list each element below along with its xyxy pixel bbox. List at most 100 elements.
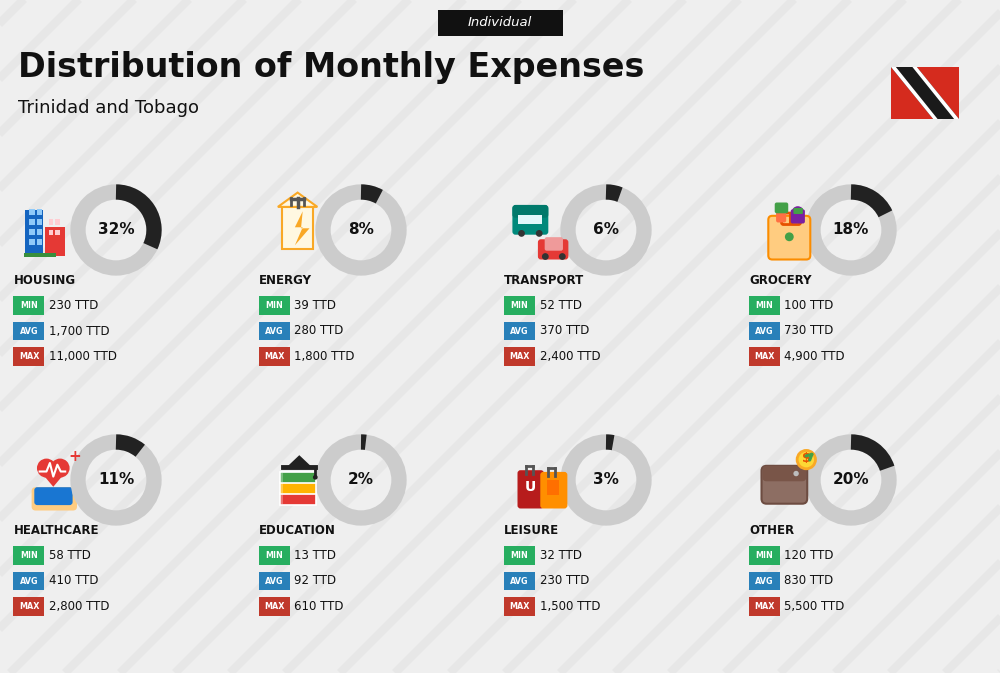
Text: 20%: 20% — [833, 472, 869, 487]
Text: 230 TTD: 230 TTD — [49, 299, 99, 312]
FancyBboxPatch shape — [280, 493, 316, 505]
Circle shape — [542, 253, 549, 260]
Text: U: U — [524, 481, 536, 495]
Text: MAX: MAX — [754, 352, 774, 361]
FancyBboxPatch shape — [768, 216, 810, 260]
Text: 39 TTD: 39 TTD — [294, 299, 336, 312]
Polygon shape — [891, 67, 938, 119]
FancyBboxPatch shape — [29, 239, 35, 245]
Text: 1,700 TTD: 1,700 TTD — [49, 324, 110, 337]
FancyBboxPatch shape — [24, 254, 56, 256]
FancyBboxPatch shape — [762, 466, 807, 503]
Text: LEISURE: LEISURE — [504, 524, 559, 536]
FancyBboxPatch shape — [13, 546, 44, 565]
FancyBboxPatch shape — [504, 546, 534, 565]
Text: 5,500 TTD: 5,500 TTD — [784, 600, 845, 613]
Text: MAX: MAX — [19, 602, 39, 611]
Polygon shape — [287, 455, 312, 467]
Text: MAX: MAX — [264, 352, 284, 361]
Text: 13 TTD: 13 TTD — [294, 549, 336, 562]
FancyBboxPatch shape — [776, 205, 786, 223]
Text: AVG: AVG — [510, 326, 528, 336]
Text: 1,500 TTD: 1,500 TTD — [540, 600, 600, 613]
Text: MAX: MAX — [264, 602, 284, 611]
FancyBboxPatch shape — [29, 229, 35, 235]
Polygon shape — [295, 211, 310, 245]
Circle shape — [785, 232, 794, 241]
Text: HOUSING: HOUSING — [14, 273, 76, 287]
FancyBboxPatch shape — [29, 219, 35, 225]
FancyBboxPatch shape — [258, 597, 290, 616]
FancyBboxPatch shape — [540, 472, 567, 509]
Text: 18%: 18% — [833, 223, 869, 238]
Text: 100 TTD: 100 TTD — [784, 299, 834, 312]
FancyBboxPatch shape — [280, 472, 316, 483]
Text: 730 TTD: 730 TTD — [784, 324, 834, 337]
Text: Distribution of Monthly Expenses: Distribution of Monthly Expenses — [18, 52, 644, 85]
Text: AVG: AVG — [265, 577, 283, 586]
Circle shape — [313, 475, 318, 480]
FancyBboxPatch shape — [281, 483, 283, 493]
Polygon shape — [278, 192, 317, 207]
Text: HEALTHCARE: HEALTHCARE — [14, 524, 99, 536]
Text: 230 TTD: 230 TTD — [540, 575, 589, 588]
Text: AVG: AVG — [20, 577, 38, 586]
Text: 32%: 32% — [98, 223, 134, 238]
Text: 2%: 2% — [348, 472, 374, 487]
Text: MIN: MIN — [510, 301, 528, 310]
Text: 6%: 6% — [593, 223, 619, 238]
Circle shape — [37, 458, 56, 478]
Text: MIN: MIN — [265, 301, 283, 310]
Text: ENERGY: ENERGY — [259, 273, 312, 287]
FancyBboxPatch shape — [538, 239, 568, 260]
FancyBboxPatch shape — [258, 322, 290, 341]
Text: 52 TTD: 52 TTD — [540, 299, 582, 312]
FancyBboxPatch shape — [258, 296, 290, 315]
Polygon shape — [39, 470, 68, 487]
Text: 370 TTD: 370 TTD — [540, 324, 589, 337]
Circle shape — [793, 471, 799, 476]
Text: $: $ — [802, 452, 811, 466]
Text: 120 TTD: 120 TTD — [784, 549, 834, 562]
Text: TRANSPORT: TRANSPORT — [504, 273, 584, 287]
FancyBboxPatch shape — [37, 229, 42, 235]
Text: Trinidad and Tobago: Trinidad and Tobago — [18, 99, 199, 117]
FancyBboxPatch shape — [504, 597, 534, 616]
FancyBboxPatch shape — [37, 239, 42, 245]
Polygon shape — [912, 67, 959, 119]
Circle shape — [797, 450, 815, 469]
FancyBboxPatch shape — [763, 466, 806, 481]
FancyBboxPatch shape — [748, 296, 780, 315]
Circle shape — [559, 253, 566, 260]
Text: 830 TTD: 830 TTD — [784, 575, 834, 588]
FancyBboxPatch shape — [45, 227, 65, 256]
FancyBboxPatch shape — [281, 494, 283, 504]
FancyBboxPatch shape — [13, 296, 44, 315]
FancyBboxPatch shape — [775, 203, 788, 213]
FancyBboxPatch shape — [504, 296, 534, 315]
FancyBboxPatch shape — [793, 208, 803, 214]
FancyBboxPatch shape — [545, 237, 563, 251]
Circle shape — [51, 458, 70, 478]
Text: 58 TTD: 58 TTD — [49, 549, 91, 562]
FancyBboxPatch shape — [748, 347, 780, 365]
FancyBboxPatch shape — [748, 597, 780, 616]
FancyBboxPatch shape — [13, 597, 44, 616]
FancyBboxPatch shape — [281, 472, 283, 482]
FancyBboxPatch shape — [258, 572, 290, 590]
FancyBboxPatch shape — [518, 470, 544, 509]
FancyBboxPatch shape — [280, 483, 316, 494]
FancyBboxPatch shape — [49, 229, 53, 235]
Text: MAX: MAX — [754, 602, 774, 611]
Text: +: + — [68, 449, 81, 464]
FancyBboxPatch shape — [55, 229, 60, 235]
Text: 3%: 3% — [593, 472, 619, 487]
FancyBboxPatch shape — [37, 219, 42, 225]
FancyBboxPatch shape — [748, 546, 780, 565]
FancyBboxPatch shape — [526, 215, 534, 224]
FancyBboxPatch shape — [504, 347, 534, 365]
FancyBboxPatch shape — [504, 322, 534, 341]
FancyBboxPatch shape — [748, 322, 780, 341]
Text: 32 TTD: 32 TTD — [540, 549, 582, 562]
FancyBboxPatch shape — [534, 215, 542, 224]
